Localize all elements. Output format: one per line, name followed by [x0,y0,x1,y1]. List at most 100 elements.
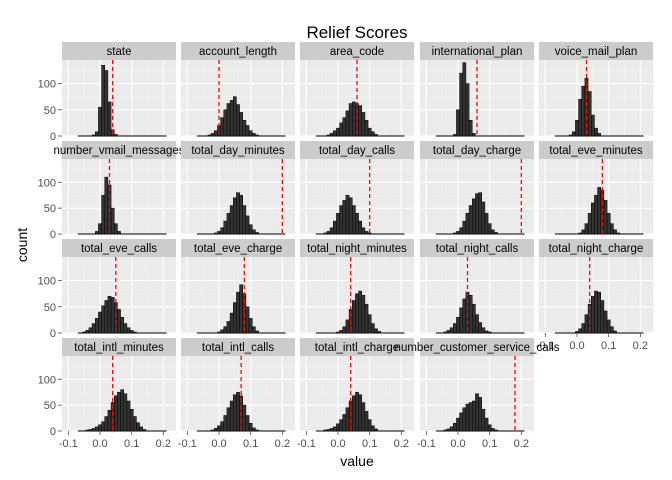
histogram-bar [107,101,112,137]
histogram-bar [233,302,237,334]
histogram-bar [575,331,579,334]
facet-panel: total_night_charge -0.1 0.0 0.1 0.2 [536,239,653,352]
x-tick-label: 0.1 [601,340,616,352]
histogram-bar [459,412,464,432]
histogram-bar [462,220,467,235]
histogram-bar [233,96,237,137]
histogram-bar [326,134,331,137]
histogram-bar [465,213,470,235]
histogram-bar [472,400,476,432]
facet-panel: total_night_calls [420,239,534,334]
histogram-bar [245,125,250,137]
facet-panel: number_vmail_messages 0 50 100 [38,141,185,241]
histogram-bar [248,422,253,432]
histogram-bar [587,213,592,235]
histogram-bar [478,322,483,334]
histogram-bar [217,425,221,432]
histogram-bar [214,130,218,137]
x-tick-label: 0.1 [124,438,139,450]
histogram-bar [446,428,451,432]
facet-strip-label: account_length [199,46,277,58]
histogram-bar [236,192,240,235]
histogram-bar [600,300,605,334]
facet-panel: total_night_minutes [300,239,414,334]
histogram-bar [468,205,473,235]
y-tick-label: 50 [44,203,56,215]
facet-panel: state 0 50 100 [38,42,176,143]
histogram-bar [487,223,492,235]
histogram-bar [110,297,115,334]
histogram-bar [584,223,589,235]
histogram-bar [136,422,140,432]
histogram-bar [494,429,498,432]
histogram-bar [233,394,237,432]
histogram-bar [91,428,96,432]
histogram-bar [142,429,147,432]
facet-strip-label: area_code [330,46,384,58]
histogram-bar [584,78,589,137]
x-tick-label: 0.2 [156,438,171,450]
histogram-bar [214,232,218,235]
histogram-bar [443,331,448,334]
histogram-bar [245,415,250,432]
histogram-bar [217,231,221,235]
histogram-bar [120,317,125,334]
histogram-bar [236,391,240,432]
histogram-bar [107,410,112,432]
histogram-bar [239,284,243,334]
histogram-bar [462,62,467,137]
histogram-bar [117,309,121,334]
facet-strip-label: total_eve_minutes [549,145,643,157]
facet-strip [181,141,295,159]
histogram-bar [114,395,118,432]
y-tick-label: 50 [44,302,56,314]
histogram-bar [364,411,369,432]
histogram-bar [462,298,467,334]
histogram-bar [456,231,460,235]
facet-strip [420,338,534,356]
histogram-bar [91,323,96,334]
histogram-bar [374,328,378,334]
histogram-bar [610,326,614,334]
histogram-bar [217,331,221,334]
histogram-bar [333,426,337,432]
histogram-bar [123,393,128,432]
histogram-bar [456,109,460,137]
histogram-bar [358,290,363,334]
histogram-bar [98,106,102,137]
y-tick-label: 100 [38,276,56,288]
panel-background [62,60,176,136]
histogram-bar [591,114,595,137]
facet-strip-label: total_eve_charge [194,243,282,255]
histogram-bar [468,295,473,334]
histogram-bar [123,323,128,334]
histogram-bar [578,232,582,235]
facet-strip [539,141,653,159]
histogram-bar [207,134,212,137]
histogram-bar [456,317,460,334]
y-tick-label: 0 [50,426,56,438]
histogram-bar [371,425,375,432]
histogram-bar [220,421,224,432]
facet-strip-label: total_intl_charge [315,342,399,354]
histogram-bar [587,91,592,137]
histogram-bar [117,231,121,235]
histogram-bar [110,207,115,235]
histogram-bar [101,194,106,235]
histogram-bar [126,400,131,432]
histogram-bar [82,331,87,334]
facet-strip [420,42,534,60]
histogram-bar [220,329,224,334]
histogram-bar [223,109,228,137]
histogram-bar [229,205,234,235]
histogram-bar [377,331,382,334]
panel-background [62,159,176,234]
histogram-bar [101,305,106,334]
facet-panel: total_intl_calls -0.1 0.0 0.1 0.2 [178,338,295,450]
histogram-bar [85,330,90,334]
histogram-bar [597,133,601,137]
histogram-bar [242,205,247,235]
histogram-bar [459,307,464,334]
facet-strip-label: state [107,46,132,58]
histogram-bar [101,64,106,137]
